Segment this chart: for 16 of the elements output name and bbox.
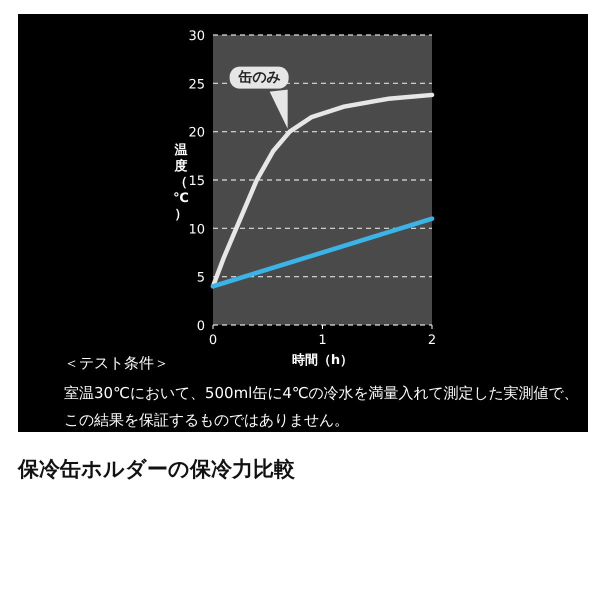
y-tick-label: 25: [188, 77, 205, 92]
y-tick-label: 5: [196, 270, 205, 286]
y-tick-label: 0: [196, 319, 205, 334]
y-tick-label: 10: [188, 222, 205, 238]
x-tick-label: 2: [428, 333, 436, 348]
y-axis-title: 温度（℃）: [173, 143, 189, 222]
y-tick-label: 20: [188, 126, 205, 141]
x-tick-label: 1: [318, 333, 327, 348]
text: 保冷缶ホルダーの保冷力比較: [18, 456, 295, 483]
text: ＜テスト条件＞: [64, 354, 169, 373]
text: 室温30℃において、500ml缶に4℃の冷水を満量入れて測定した実測値で、この結果を保証するものではありません。: [64, 383, 580, 431]
y-tick-label: 30: [188, 29, 205, 44]
x-axis-title: 時間（h）: [292, 353, 354, 368]
y-tick-label: 15: [188, 174, 205, 189]
text: 缶のみ: [238, 70, 281, 86]
x-tick-label: 0: [208, 333, 218, 348]
